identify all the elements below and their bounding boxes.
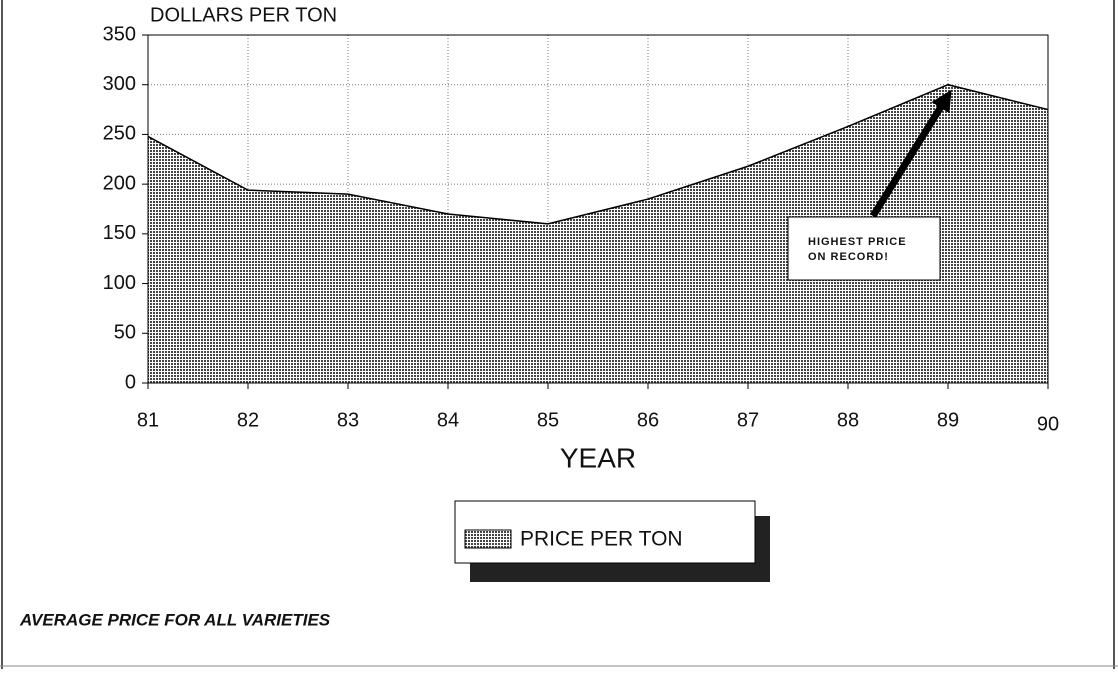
y-tick-label: 50 (114, 322, 136, 344)
y-tick-label: 200 (103, 172, 136, 194)
y-tick-label: 150 (103, 222, 136, 244)
line (147, 83, 1049, 225)
caption: AVERAGE PRICE FOR ALL VARIETIES (19, 610, 331, 629)
x-tick-label: 81 (137, 409, 159, 431)
legend-swatch (464, 529, 512, 549)
y-axis-title: DOLLARS PER TON (150, 4, 337, 26)
y-tick-label: 100 (103, 272, 136, 294)
x-tick-label: 87 (737, 409, 759, 431)
x-tick-label: 82 (237, 409, 259, 431)
x-tick-label: 84 (437, 409, 459, 431)
annotation-arrow (870, 89, 952, 218)
area (148, 84, 1048, 383)
x-tick-label: 86 (637, 409, 659, 431)
x-tick-label: 90 (1037, 413, 1059, 435)
x-tick-label: 88 (837, 409, 859, 431)
annotation-box (787, 216, 941, 281)
x-tick-label: 85 (537, 409, 559, 431)
x-tick-label: 89 (937, 409, 959, 431)
annotation-text: ON RECORD! (808, 251, 889, 263)
x-tick-label: 83 (337, 409, 359, 431)
y-tick-label: 350 (103, 23, 136, 45)
legend-label: PRICE PER TON (520, 528, 683, 551)
annotation-text: HIGHEST PRICE (808, 236, 907, 248)
x-axis-title: YEAR (560, 442, 636, 473)
y-tick-label: 250 (103, 123, 136, 145)
y-tick-label: 300 (103, 73, 136, 95)
plot-frame (147, 34, 1049, 384)
y-tick-label: 0 (125, 371, 136, 393)
